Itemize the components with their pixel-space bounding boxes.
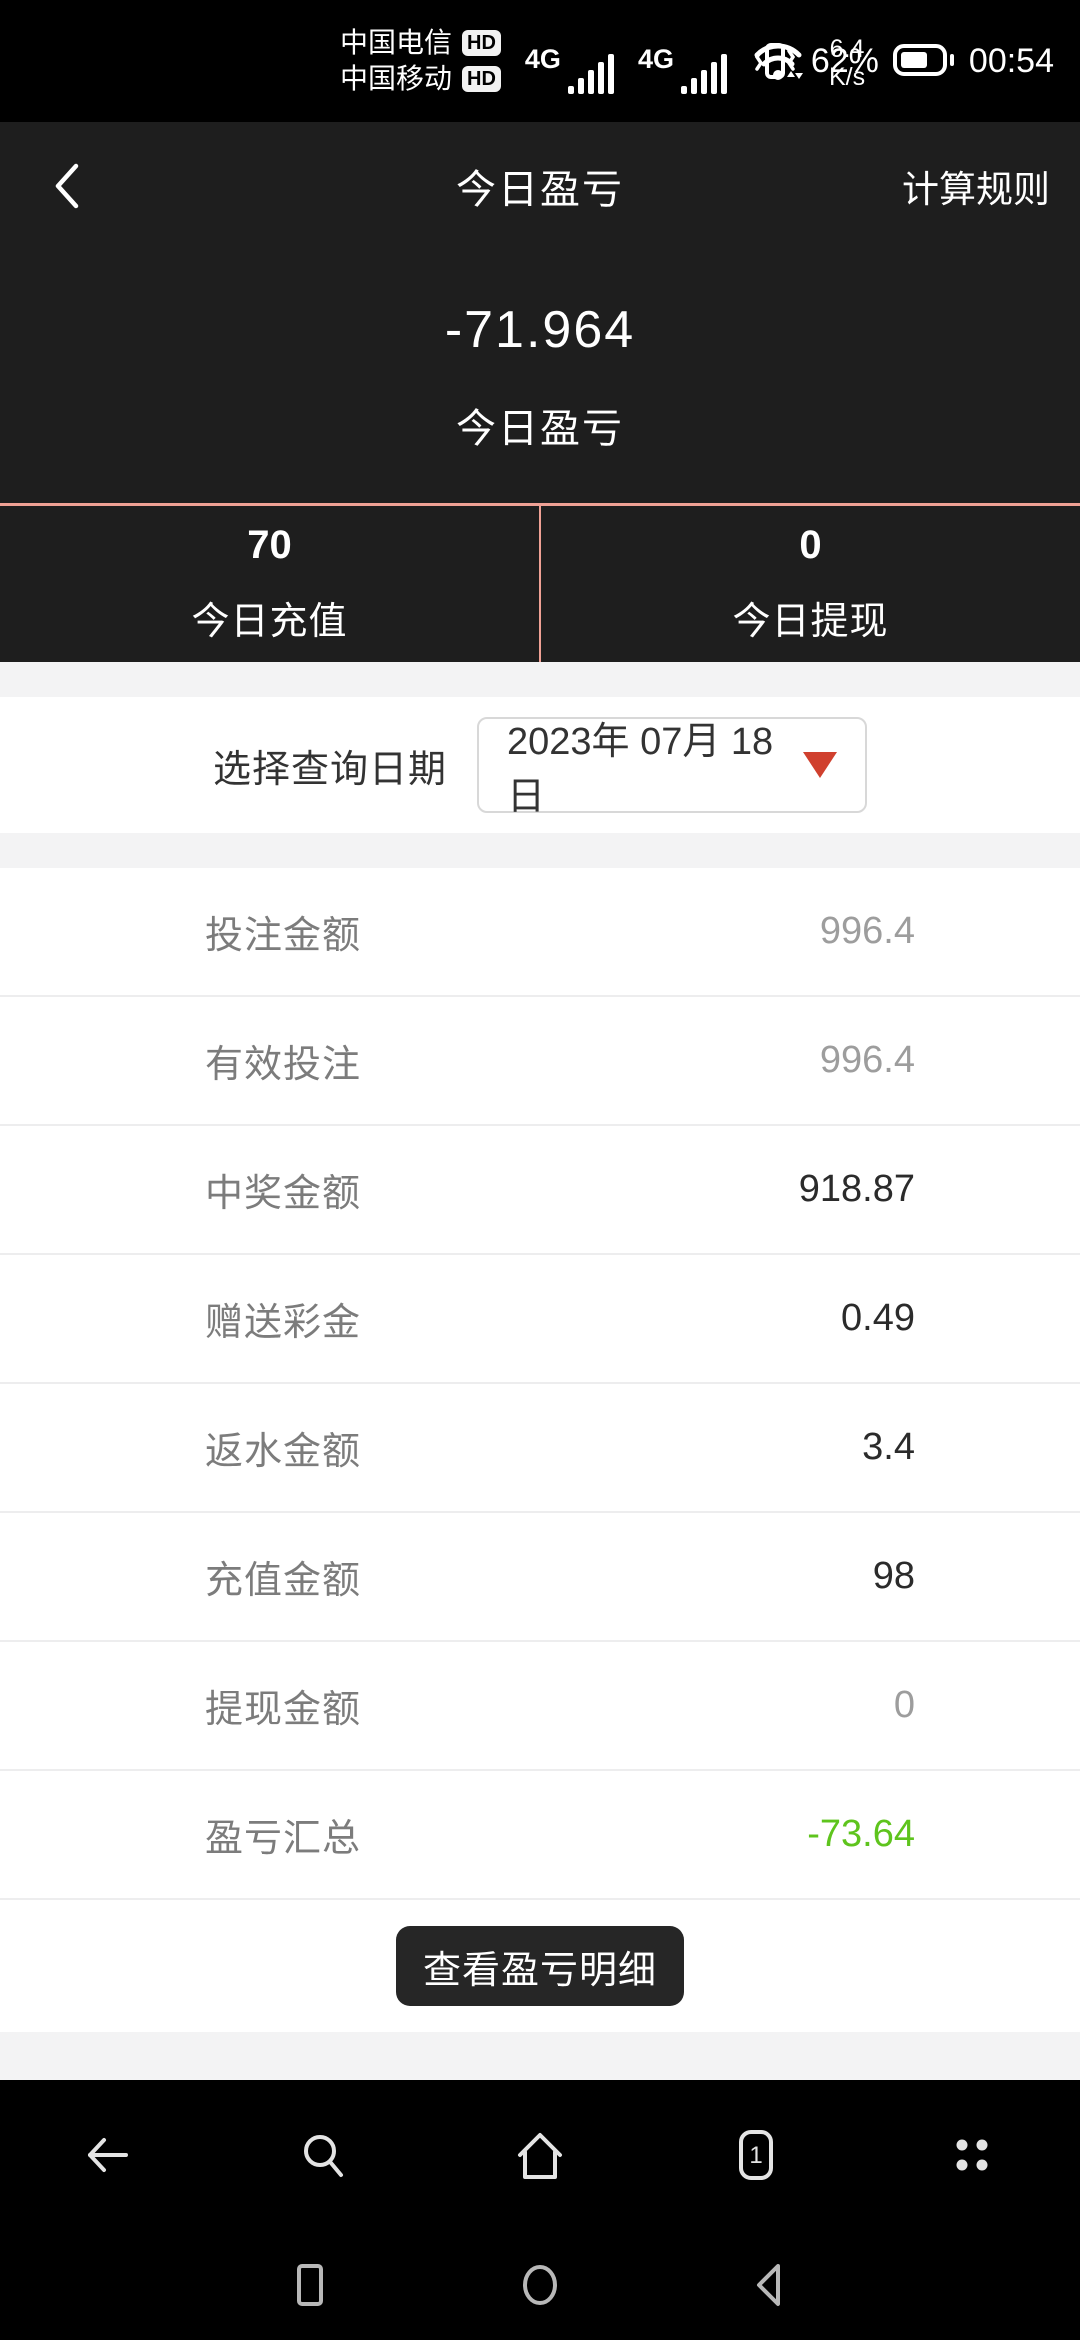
nav-search-button[interactable]: [216, 2080, 432, 2230]
hd-badge-icon: HD: [462, 30, 501, 56]
vibrate-icon: [753, 37, 797, 85]
stats-section: 70 今日充值 0 今日提现: [0, 503, 1080, 662]
button-section: 查看盈亏明细: [0, 1900, 1080, 2032]
status-bar: 中国电信 HD 中国移动 HD 4G 4G: [0, 0, 1080, 122]
nav-back-button[interactable]: [0, 2080, 216, 2230]
row-label: 有效投注: [205, 1044, 362, 1086]
row-label: 充值金额: [205, 1560, 362, 1602]
row-label: 赠送彩金: [205, 1302, 362, 1344]
status-center-cluster: 中国电信 HD 中国移动 HD 4G 4G: [340, 0, 865, 122]
hero-section: -71.964 今日盈亏: [0, 250, 1080, 503]
table-row: 返水金额 3.4: [0, 1384, 1080, 1513]
battery-icon: [892, 44, 955, 78]
divider-strip: [0, 833, 1080, 868]
view-profit-detail-button[interactable]: 查看盈亏明细: [396, 1926, 684, 2006]
summary-list: 投注金额 996.4 有效投注 996.4 中奖金额 918.87 赠送彩金 0…: [0, 868, 1080, 1900]
divider-strip: [0, 2032, 1080, 2080]
sys-recents-button[interactable]: [286, 2257, 334, 2313]
date-picker-row: 选择查询日期 2023年 07月 18日: [0, 697, 1080, 833]
app-nav-bar: 1: [0, 2080, 1080, 2230]
search-icon: [304, 2135, 343, 2177]
calc-rules-link[interactable]: 计算规则: [902, 169, 1050, 210]
footer: 1: [0, 2080, 1080, 2340]
today-profit-value: -71.964: [444, 300, 636, 359]
home-icon: [518, 2133, 562, 2179]
status-right-cluster: 62% 00:54: [753, 0, 1054, 122]
row-label: 返水金额: [205, 1431, 362, 1473]
row-value: 0: [893, 1684, 915, 1726]
row-value: 3.4: [862, 1426, 915, 1468]
row-label: 提现金额: [205, 1689, 362, 1731]
stat-value: 70: [247, 523, 292, 567]
network-type-label: 4G: [637, 44, 674, 74]
stat-label: 今日充值: [191, 601, 348, 643]
divider-strip: [0, 662, 1080, 697]
nav-more-button[interactable]: [864, 2080, 1080, 2230]
row-value: 996.4: [819, 910, 915, 952]
battery-percent: 62%: [810, 41, 879, 80]
carrier-name-1: 中国电信: [340, 27, 453, 58]
back-arrow-icon: [88, 2138, 128, 2172]
table-row: 有效投注 996.4: [0, 997, 1080, 1126]
table-row: 赠送彩金 0.49: [0, 1255, 1080, 1384]
carrier-block: 中国电信 HD 中国移动 HD: [340, 27, 501, 95]
row-value: 0.49: [841, 1297, 915, 1339]
system-nav-bar: [0, 2230, 1080, 2340]
stat-today-withdraw: 0 今日提现: [539, 506, 1080, 662]
row-label: 盈亏汇总: [205, 1818, 362, 1860]
circle-icon: [523, 2265, 557, 2305]
table-row: 提现金额 0: [0, 1642, 1080, 1771]
back-chevron-icon: [55, 163, 79, 209]
svg-text:1: 1: [749, 2142, 762, 2169]
signal-bars-icon: [567, 50, 614, 94]
date-picker-select[interactable]: 2023年 07月 18日: [477, 717, 867, 818]
hd-badge-icon: HD: [462, 66, 501, 92]
square-icon: [297, 2264, 323, 2306]
signal-bars-icon: [680, 50, 727, 94]
clock: 00:54: [968, 41, 1054, 80]
stat-label: 今日提现: [732, 601, 889, 643]
back-button[interactable]: [38, 122, 96, 250]
sys-home-button[interactable]: [516, 2257, 564, 2313]
triangle-down-icon: [803, 752, 837, 778]
nav-home-button[interactable]: [432, 2080, 648, 2230]
network-speed: 6.4 K/s: [828, 35, 866, 91]
date-picker-label: 选择查询日期: [212, 748, 447, 791]
nav-recents-button[interactable]: 1: [648, 2080, 864, 2230]
row-value: 918.87: [798, 1168, 915, 1210]
page-title: 今日盈亏: [456, 168, 624, 212]
table-row: 充值金额 98: [0, 1513, 1080, 1642]
row-value: 996.4: [819, 1039, 915, 1081]
triangle-left-icon: [757, 2264, 780, 2306]
app-header: 今日盈亏 计算规则: [0, 122, 1080, 250]
carrier-name-2: 中国移动: [340, 63, 453, 94]
row-label: 投注金额: [205, 915, 362, 957]
sys-back-button[interactable]: [746, 2257, 794, 2313]
table-row: 投注金额 996.4: [0, 868, 1080, 997]
today-profit-label: 今日盈亏: [456, 406, 624, 451]
stat-today-deposit: 70 今日充值: [0, 506, 539, 662]
stat-value: 0: [799, 523, 822, 567]
row-value: 98: [872, 1555, 915, 1597]
row-label: 中奖金额: [205, 1173, 362, 1215]
table-row: 中奖金额 918.87: [0, 1126, 1080, 1255]
network-type-label: 4G: [524, 44, 561, 74]
signal-cluster-2: 4G: [638, 28, 727, 94]
table-row-profit-total: 盈亏汇总 -73.64: [0, 1771, 1080, 1900]
recents-icon: 1: [739, 2130, 773, 2180]
date-picker-value: 2023年 07月 18日: [507, 721, 774, 818]
signal-cluster-1: 4G: [525, 28, 614, 94]
row-value: -73.64: [807, 1813, 915, 1855]
more-dots-icon: [956, 2139, 988, 2171]
